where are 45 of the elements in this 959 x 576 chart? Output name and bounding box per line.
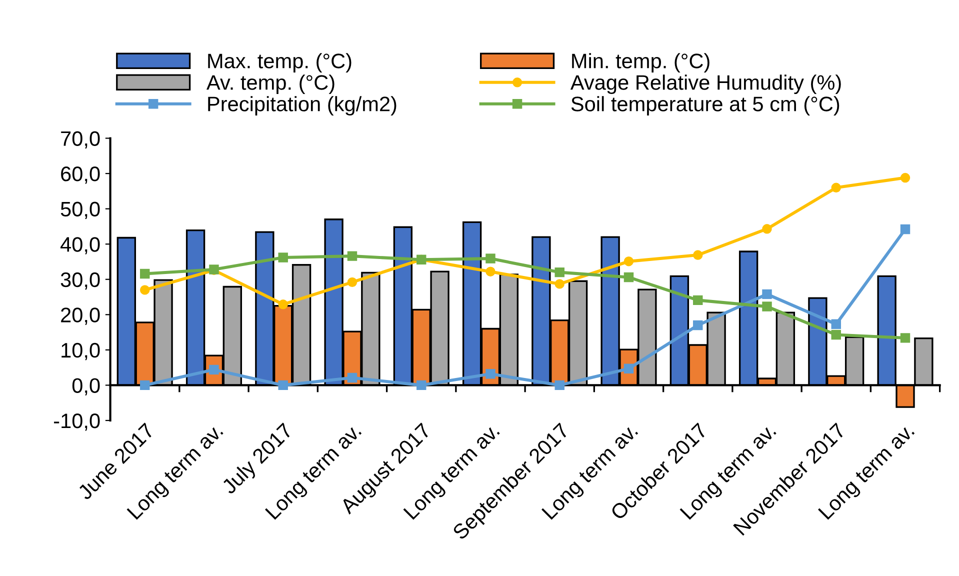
point — [831, 330, 841, 340]
point — [900, 224, 910, 234]
point — [278, 300, 288, 310]
point — [486, 369, 496, 379]
point — [278, 252, 288, 262]
point — [140, 285, 150, 295]
legend-label: Soil temperature at 5 cm (°C) — [571, 96, 840, 116]
y-tick-label: 0,0 — [72, 378, 100, 396]
legend-label: Avage Relative Humudity (%) — [570, 74, 841, 94]
point — [900, 333, 910, 343]
point — [486, 266, 496, 276]
y-tick-label: 30,0 — [60, 272, 100, 290]
point — [140, 268, 150, 279]
point — [831, 182, 841, 192]
y-tick-label: 40,0 — [60, 237, 100, 254]
y-tick-label: 10,0 — [62, 342, 100, 360]
point — [693, 250, 703, 260]
point — [278, 380, 288, 390]
point — [900, 172, 910, 183]
legend-label: Max. temp. (°C) — [208, 53, 352, 72]
point — [831, 319, 841, 330]
y-tick-label: -10,0 — [54, 413, 100, 431]
point — [347, 251, 358, 261]
point — [762, 289, 772, 300]
legend-label: Av. temp. (°C) — [206, 74, 334, 94]
y-tick-label: 60,0 — [61, 166, 100, 184]
y-tick-label: 20,0 — [61, 308, 100, 325]
point — [554, 279, 564, 289]
point — [693, 295, 703, 306]
point — [762, 302, 772, 312]
y-tick-label: 70,0 — [61, 131, 100, 148]
point — [624, 272, 634, 282]
point — [762, 224, 772, 234]
point — [624, 256, 634, 266]
point — [347, 372, 358, 383]
point — [693, 320, 703, 330]
point — [554, 267, 564, 278]
legend-label: Min. temp. (°C) — [572, 53, 710, 72]
point — [416, 380, 426, 390]
point — [486, 254, 496, 264]
point — [347, 277, 358, 288]
y-tick-label: 50,0 — [60, 202, 100, 220]
point — [554, 380, 564, 390]
legend-label: Precipitation (kg/m2) — [208, 96, 396, 116]
point — [140, 380, 150, 390]
